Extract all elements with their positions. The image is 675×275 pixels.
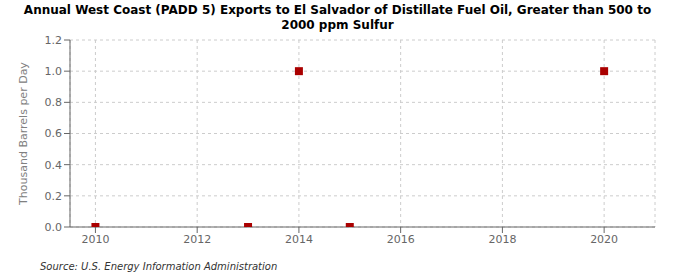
svg-text:0.2: 0.2	[45, 190, 63, 203]
svg-text:Thousand Barrels per Day: Thousand Barrels per Day	[17, 62, 30, 206]
svg-text:0.6: 0.6	[45, 127, 63, 140]
svg-text:1.0: 1.0	[45, 65, 63, 78]
svg-text:0.0: 0.0	[45, 221, 63, 234]
html-text:Annual West Coast (PADD 5) Exp: Annual West Coast (PADD 5) Exports to El…	[23, 3, 652, 17]
svg-text:2012: 2012	[183, 233, 211, 246]
svg-text:2020: 2020	[590, 233, 618, 246]
html-text:2000 ppm Sulfur: 2000 ppm Sulfur	[281, 18, 394, 32]
svg-text:0.4: 0.4	[45, 159, 63, 172]
svg-text:0.8: 0.8	[45, 96, 63, 109]
svg-text:2014: 2014	[285, 233, 313, 246]
html-text:Source: U.S. Energy Informatio: Source: U.S. Energy Information Administ…	[40, 261, 278, 272]
svg-text:1.2: 1.2	[45, 34, 63, 47]
svg-text:2016: 2016	[387, 233, 415, 246]
svg-text:2010: 2010	[81, 233, 109, 246]
svg-text:2018: 2018	[488, 233, 516, 246]
